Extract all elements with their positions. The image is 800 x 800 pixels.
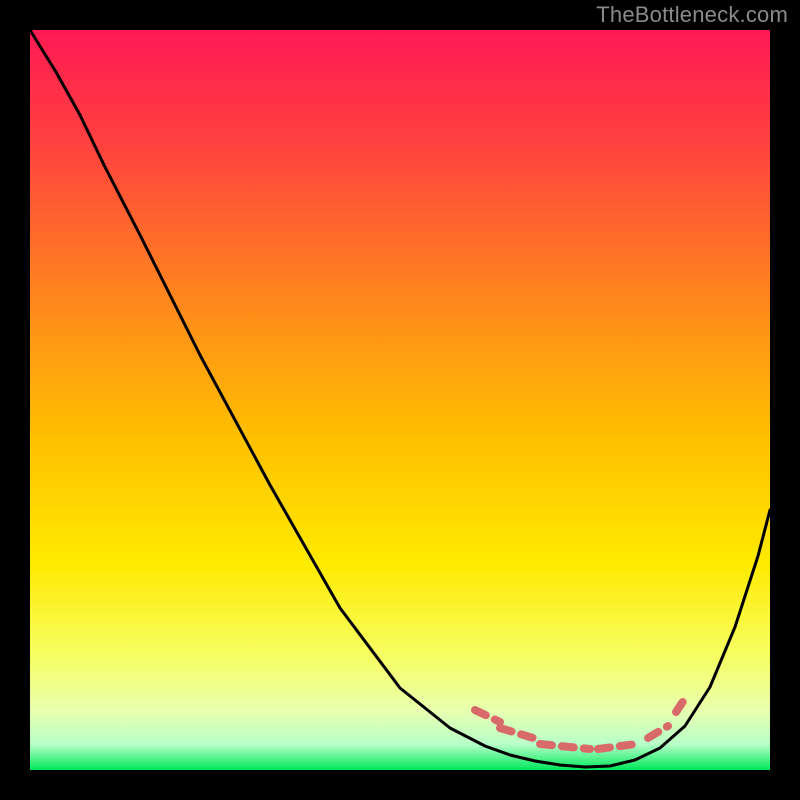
plot-background	[30, 30, 770, 770]
bottleneck-chart	[0, 0, 800, 800]
chart-root: TheBottleneck.com	[0, 0, 800, 800]
watermark-text: TheBottleneck.com	[596, 2, 788, 28]
